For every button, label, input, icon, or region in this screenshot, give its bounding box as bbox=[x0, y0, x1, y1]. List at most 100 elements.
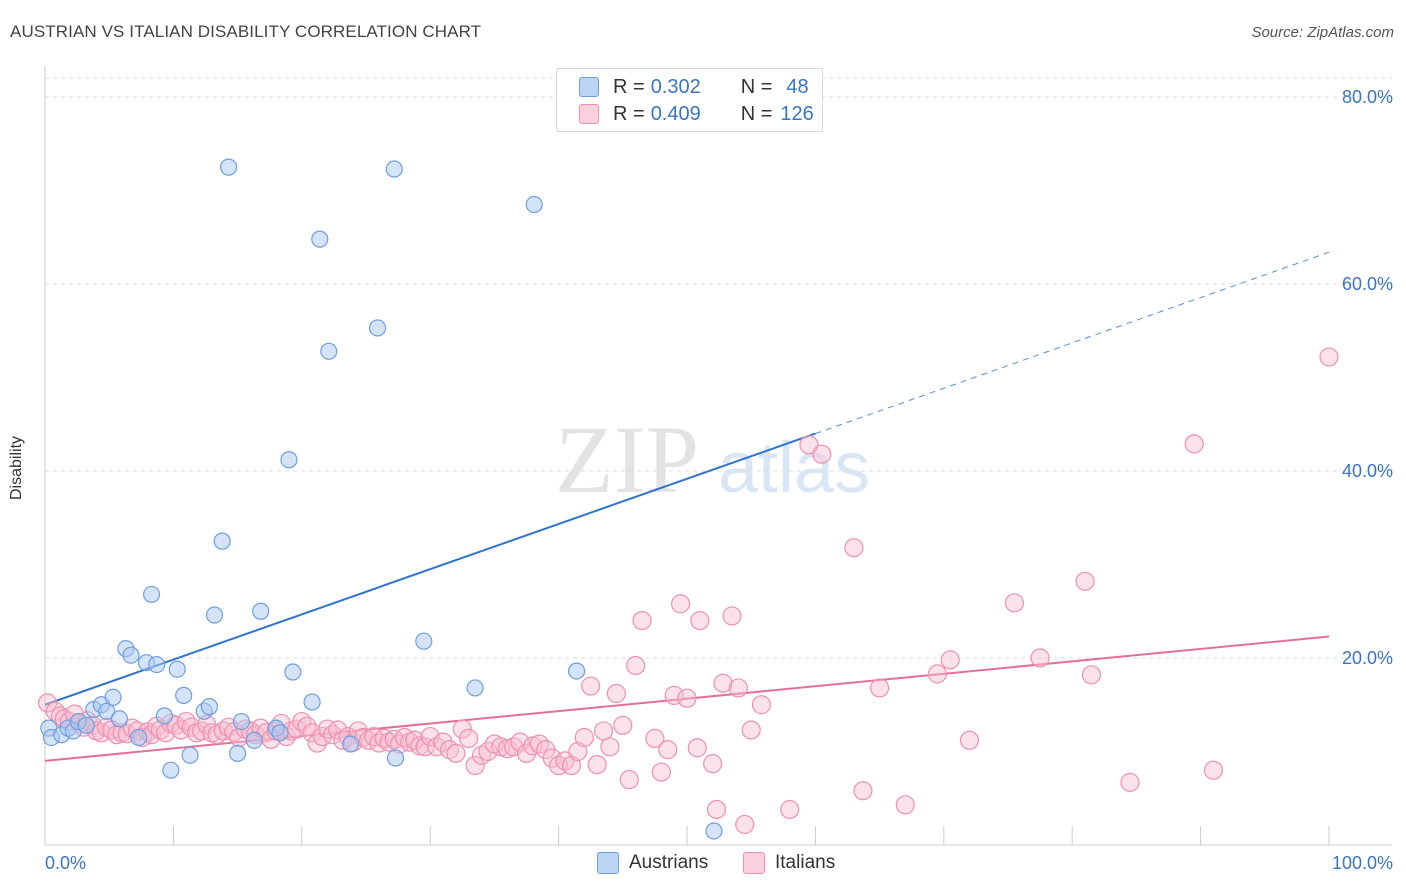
austrians-legend-label: Austrians bbox=[629, 852, 709, 873]
italians-point bbox=[581, 676, 601, 696]
italians-legend-swatch bbox=[743, 852, 765, 874]
austrians-swatch bbox=[579, 77, 599, 97]
italians-point bbox=[645, 728, 665, 749]
italians-point bbox=[1075, 571, 1095, 591]
austrians-point bbox=[284, 663, 302, 681]
italians-point bbox=[706, 799, 727, 820]
italians-point bbox=[959, 730, 980, 750]
italians-point bbox=[927, 664, 947, 684]
italians-point bbox=[302, 723, 322, 743]
italians-point bbox=[735, 814, 755, 835]
italians-point bbox=[853, 781, 873, 801]
austrians-point bbox=[229, 744, 247, 762]
austrians-point bbox=[341, 735, 360, 753]
italians-point bbox=[703, 754, 723, 774]
austrians-point bbox=[213, 532, 231, 550]
legend-r-value: 0.409 bbox=[650, 102, 701, 125]
italians-point bbox=[1184, 434, 1204, 454]
italians-point bbox=[459, 728, 479, 749]
watermark-atlas: atlas bbox=[718, 428, 870, 508]
italians-point bbox=[561, 755, 582, 776]
italians-point bbox=[452, 719, 472, 739]
italians-point bbox=[812, 444, 832, 464]
italians-point bbox=[869, 678, 890, 698]
austrians-point bbox=[181, 746, 199, 764]
axes bbox=[44, 66, 1392, 846]
legend-r-label: R = bbox=[613, 75, 645, 98]
legend-r-value: 0.302 bbox=[650, 75, 701, 98]
y-tick-label: 80.0% bbox=[1342, 87, 1393, 107]
italians-point bbox=[415, 737, 435, 757]
italians-point bbox=[619, 769, 639, 790]
legend-n-value: 126 bbox=[780, 102, 814, 125]
italians-point bbox=[446, 743, 466, 763]
italians-point bbox=[307, 733, 327, 753]
italians-point bbox=[181, 717, 201, 737]
italians-point bbox=[728, 678, 748, 698]
legend-n-label: N = bbox=[740, 102, 773, 125]
italians-point bbox=[658, 740, 678, 760]
watermark-zip: ZIP bbox=[555, 406, 699, 513]
austrians-point bbox=[280, 451, 298, 469]
italians-point bbox=[1319, 347, 1339, 367]
austrians-point bbox=[130, 728, 148, 747]
italians-point bbox=[317, 719, 338, 739]
austrians-point bbox=[162, 761, 180, 779]
italians-point bbox=[677, 688, 697, 708]
bottom-legend-italians: Italians bbox=[743, 852, 835, 874]
italians-point bbox=[1120, 772, 1140, 792]
austrians-point bbox=[110, 710, 129, 728]
austrians-point bbox=[525, 195, 543, 214]
watermark: ZIP atlas bbox=[555, 406, 870, 513]
italians-point bbox=[1004, 593, 1025, 613]
data-points bbox=[37, 158, 1339, 840]
italians-point bbox=[844, 538, 864, 558]
italians-point bbox=[1081, 665, 1102, 685]
legend-r-label: R = bbox=[613, 102, 645, 125]
italians-point bbox=[600, 737, 620, 757]
austrians-trend-extension bbox=[815, 251, 1330, 435]
italians-point bbox=[328, 720, 348, 740]
italians-point bbox=[690, 610, 710, 631]
austrians-point bbox=[311, 230, 329, 248]
correlation-legend: R = 0.302 N = 48 R = 0.409 N = 126 bbox=[556, 68, 823, 132]
austrians-point bbox=[415, 632, 433, 650]
austrians-point bbox=[386, 749, 405, 767]
austrians-point bbox=[205, 606, 224, 624]
legend-n-label: N = bbox=[740, 75, 773, 98]
austrians-point bbox=[104, 688, 122, 706]
italians-point bbox=[651, 762, 671, 782]
italians-point bbox=[297, 716, 317, 736]
austrians-trend-line bbox=[44, 432, 816, 706]
italians-point bbox=[1030, 648, 1050, 668]
italians-point bbox=[687, 738, 707, 758]
austrians-point bbox=[77, 716, 95, 734]
legend-row-italians: R = 0.409 N = 126 bbox=[579, 101, 814, 127]
austrians-legend-swatch bbox=[597, 852, 619, 874]
austrians-point bbox=[385, 160, 403, 178]
y-tick-label: 20.0% bbox=[1342, 648, 1393, 668]
austrians-point bbox=[98, 702, 116, 720]
austrians-point bbox=[245, 731, 263, 749]
italians-point bbox=[478, 741, 498, 762]
italians-point bbox=[405, 730, 425, 750]
austrians-point bbox=[320, 342, 338, 360]
italians-point bbox=[568, 741, 588, 762]
italians-point bbox=[606, 683, 626, 704]
austrians-point bbox=[220, 158, 238, 176]
italians-point bbox=[433, 732, 453, 752]
bottom-legend-austrians: Austrians bbox=[597, 852, 708, 874]
italians-swatch bbox=[579, 104, 599, 124]
austrians-point bbox=[232, 712, 251, 731]
source-label: Source: ZipAtlas.com bbox=[1251, 24, 1394, 41]
chart-title: AUSTRIAN VS ITALIAN DISABILITY CORRELATI… bbox=[10, 22, 482, 41]
italians-point bbox=[713, 673, 733, 693]
y-tick-label: 40.0% bbox=[1342, 461, 1393, 481]
austrians-point bbox=[567, 662, 586, 680]
legend-row-austrians: R = 0.302 N = 48 bbox=[579, 74, 809, 100]
italians-point bbox=[613, 715, 633, 735]
y-tick-label: 60.0% bbox=[1342, 274, 1393, 294]
austrians-point bbox=[142, 585, 161, 604]
gridlines bbox=[45, 77, 1392, 659]
